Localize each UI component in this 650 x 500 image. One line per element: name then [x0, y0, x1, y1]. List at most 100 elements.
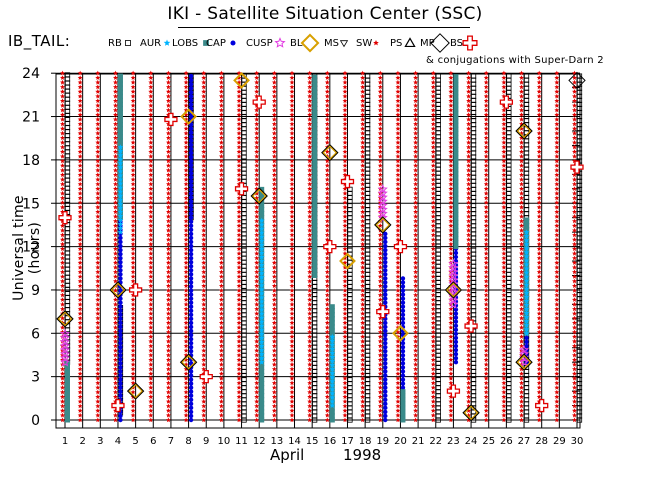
- point-sw: [113, 260, 118, 265]
- point-sw: [413, 209, 419, 214]
- point-sw: [218, 320, 224, 325]
- point-sw: [519, 89, 524, 94]
- point-sw: [254, 149, 260, 154]
- point-sw: [130, 223, 136, 228]
- point-sw: [413, 79, 419, 85]
- point-sw: [377, 241, 383, 247]
- point-sw: [377, 292, 383, 298]
- point-sw: [413, 278, 419, 284]
- point-cap: [118, 393, 123, 398]
- point-sw: [218, 343, 224, 349]
- point-sw: [254, 292, 260, 298]
- point-sw: [60, 107, 65, 113]
- point-sw: [148, 223, 154, 228]
- point-sw: [77, 334, 83, 339]
- point-bl: [56, 310, 74, 328]
- point-cap: [188, 401, 194, 407]
- point-sw: [554, 389, 560, 395]
- point-sw: [60, 84, 65, 90]
- point-sw: [218, 297, 224, 302]
- point-sw: [395, 163, 401, 168]
- point-sw: [501, 366, 507, 372]
- point-sw: [430, 297, 436, 302]
- point-cap: [400, 288, 406, 293]
- point-cap: [188, 332, 194, 338]
- point-sw: [236, 116, 242, 122]
- point-sw: [483, 320, 489, 325]
- point-sw: [254, 186, 260, 191]
- point-mp: [250, 187, 268, 205]
- point-sw: [307, 181, 313, 187]
- point-sw: [113, 121, 118, 127]
- point-sw: [395, 278, 401, 284]
- point-sw: [95, 232, 101, 238]
- point-sw: [254, 297, 260, 302]
- point-sw: [77, 227, 83, 233]
- point-sw: [148, 324, 154, 330]
- point-sw: [483, 130, 489, 136]
- point-sw: [430, 287, 436, 293]
- point-sw: [166, 158, 171, 164]
- point-sw: [430, 167, 436, 173]
- point-sw: [60, 112, 65, 117]
- point-sw: [60, 264, 65, 270]
- point-sw: [254, 366, 260, 372]
- point-sw: [360, 334, 366, 339]
- point-sw: [95, 348, 101, 353]
- point-sw: [360, 385, 366, 390]
- point-sw: [60, 278, 65, 284]
- point-sw: [342, 398, 348, 404]
- point-sw: [430, 320, 436, 325]
- point-sw: [148, 103, 154, 108]
- x-tick-label: 19: [376, 436, 389, 447]
- point-cusp: [59, 352, 71, 363]
- point-sw: [554, 283, 560, 288]
- point-sw: [483, 366, 489, 372]
- point-sw: [448, 75, 454, 80]
- point-cap: [383, 288, 388, 293]
- point-sw: [236, 158, 242, 164]
- point-sw: [166, 246, 171, 251]
- point-sw: [236, 140, 242, 145]
- point-sw: [77, 246, 83, 251]
- point-sw: [413, 357, 419, 362]
- point-sw: [95, 223, 101, 228]
- point-sw: [254, 315, 260, 321]
- point-sw: [201, 186, 207, 191]
- point-cap: [188, 114, 194, 119]
- point-sw: [360, 79, 366, 85]
- point-sw: [466, 380, 471, 386]
- point-lobs: [453, 215, 459, 221]
- point-sw: [448, 306, 454, 312]
- point-sw: [430, 292, 436, 298]
- point-sw: [130, 306, 136, 312]
- point-sw: [342, 79, 348, 85]
- point-sw: [519, 93, 524, 99]
- point-sw: [60, 237, 65, 242]
- point-sw: [289, 343, 295, 349]
- point-sw: [554, 398, 560, 404]
- point-sw: [254, 158, 260, 164]
- point-sw: [113, 209, 118, 214]
- point-lobs: [259, 409, 265, 415]
- point-bl: [374, 216, 392, 234]
- point-cap: [453, 351, 459, 357]
- point-sw: [201, 292, 207, 298]
- point-sw: [501, 241, 507, 247]
- point-cap: [383, 260, 388, 265]
- point-sw: [236, 103, 242, 108]
- point-sw: [183, 84, 189, 90]
- point-sw: [307, 246, 313, 251]
- point-sw: [483, 195, 489, 201]
- point-sw: [113, 375, 118, 381]
- point-sw: [271, 250, 277, 256]
- point-sw: [554, 204, 560, 210]
- point-aur: [523, 249, 530, 255]
- point-sw: [113, 329, 118, 335]
- point-sw: [166, 324, 171, 330]
- point-lobs: [259, 368, 265, 374]
- point-sw: [395, 311, 401, 316]
- point-sw: [60, 241, 65, 247]
- point-sw: [413, 223, 419, 228]
- point-sw: [572, 149, 577, 154]
